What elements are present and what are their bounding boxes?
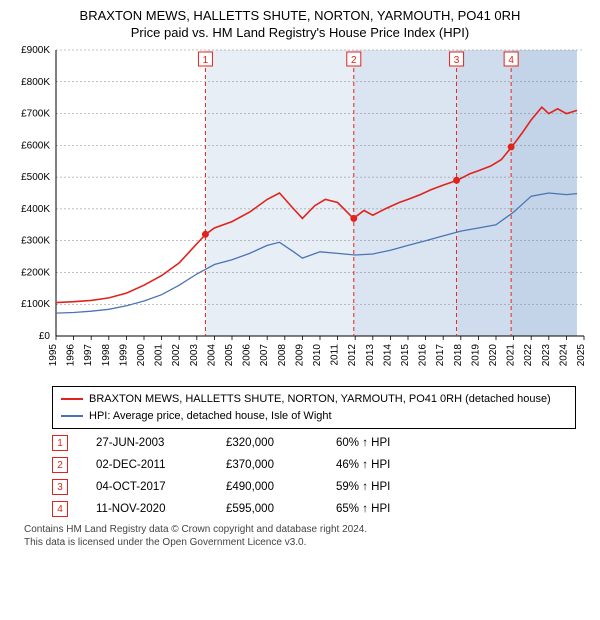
svg-text:4: 4 bbox=[508, 55, 514, 66]
svg-text:2001: 2001 bbox=[154, 344, 165, 367]
svg-text:2000: 2000 bbox=[136, 344, 147, 367]
svg-text:£700K: £700K bbox=[21, 109, 50, 120]
svg-text:1: 1 bbox=[203, 55, 209, 66]
svg-text:2003: 2003 bbox=[189, 344, 200, 367]
transaction-marker: 2 bbox=[52, 457, 68, 473]
transaction-marker: 1 bbox=[52, 435, 68, 451]
footer-line2: This data is licensed under the Open Gov… bbox=[24, 536, 576, 549]
chart-area: £0 £100K £200K £300K £400K £500K £600K £700K £80… bbox=[12, 46, 588, 376]
transaction-marker: 3 bbox=[52, 479, 68, 495]
svg-text:£0: £0 bbox=[39, 331, 51, 342]
transaction-pct: 46% ↑ HPI bbox=[336, 459, 390, 471]
svg-text:1998: 1998 bbox=[101, 344, 112, 367]
svg-text:£200K: £200K bbox=[21, 267, 50, 278]
transaction-row: 4 11-NOV-2020£595,00065% ↑ HPI bbox=[52, 501, 576, 517]
transaction-row: 2 02-DEC-2011£370,00046% ↑ HPI bbox=[52, 457, 576, 473]
svg-text:2011: 2011 bbox=[330, 344, 341, 366]
transaction-date: 27-JUN-2003 bbox=[96, 437, 226, 449]
transaction-row: 3 04-OCT-2017£490,00059% ↑ HPI bbox=[52, 479, 576, 495]
transaction-marker: 4 bbox=[52, 501, 68, 517]
transaction-price: £370,000 bbox=[226, 459, 336, 471]
transaction-row: 1 27-JUN-2003£320,00060% ↑ HPI bbox=[52, 435, 576, 451]
svg-text:2017: 2017 bbox=[435, 344, 446, 367]
svg-text:2008: 2008 bbox=[277, 344, 288, 367]
svg-text:2002: 2002 bbox=[171, 344, 182, 367]
svg-text:2022: 2022 bbox=[523, 344, 534, 367]
svg-text:2006: 2006 bbox=[242, 344, 253, 367]
svg-text:£600K: £600K bbox=[21, 140, 50, 151]
svg-text:1997: 1997 bbox=[83, 344, 94, 367]
svg-text:£500K: £500K bbox=[21, 172, 50, 183]
svg-text:1999: 1999 bbox=[118, 344, 129, 367]
svg-text:£900K: £900K bbox=[21, 46, 50, 56]
footer-attribution: Contains HM Land Registry data © Crown c… bbox=[24, 523, 576, 549]
title-block: BRAXTON MEWS, HALLETTS SHUTE, NORTON, YA… bbox=[12, 8, 588, 40]
legend-row: BRAXTON MEWS, HALLETTS SHUTE, NORTON, YA… bbox=[61, 391, 567, 408]
legend-label: HPI: Average price, detached house, Isle… bbox=[89, 408, 332, 425]
svg-text:£100K: £100K bbox=[21, 299, 50, 310]
legend-swatch bbox=[61, 415, 83, 417]
svg-text:2007: 2007 bbox=[259, 344, 270, 367]
svg-text:2012: 2012 bbox=[347, 344, 358, 367]
chart-container: BRAXTON MEWS, HALLETTS SHUTE, NORTON, YA… bbox=[0, 0, 600, 561]
transactions-table: 1 27-JUN-2003£320,00060% ↑ HPI 2 02-DEC-201… bbox=[52, 435, 576, 517]
chart-svg: £0 £100K £200K £300K £400K £500K £600K £700K £80… bbox=[12, 46, 588, 376]
svg-text:2020: 2020 bbox=[488, 344, 499, 367]
legend-box: BRAXTON MEWS, HALLETTS SHUTE, NORTON, YA… bbox=[52, 386, 576, 429]
legend-row: HPI: Average price, detached house, Isle… bbox=[61, 408, 567, 425]
transaction-date: 02-DEC-2011 bbox=[96, 459, 226, 471]
transaction-pct: 60% ↑ HPI bbox=[336, 437, 390, 449]
svg-text:£300K: £300K bbox=[21, 236, 50, 247]
transaction-pct: 65% ↑ HPI bbox=[336, 503, 390, 515]
svg-text:2009: 2009 bbox=[294, 344, 305, 367]
svg-text:2021: 2021 bbox=[506, 344, 517, 367]
transaction-price: £490,000 bbox=[226, 481, 336, 493]
svg-text:1996: 1996 bbox=[66, 344, 77, 367]
svg-text:£400K: £400K bbox=[21, 204, 50, 215]
title-line2: Price paid vs. HM Land Registry's House … bbox=[12, 25, 588, 40]
transaction-price: £320,000 bbox=[226, 437, 336, 449]
svg-text:2010: 2010 bbox=[312, 344, 323, 367]
svg-text:2015: 2015 bbox=[400, 344, 411, 367]
svg-text:1995: 1995 bbox=[48, 344, 59, 367]
transaction-date: 11-NOV-2020 bbox=[96, 503, 226, 515]
svg-text:2019: 2019 bbox=[470, 344, 481, 367]
svg-text:2013: 2013 bbox=[365, 344, 376, 367]
svg-text:2005: 2005 bbox=[224, 344, 235, 367]
transaction-pct: 59% ↑ HPI bbox=[336, 481, 390, 493]
svg-text:3: 3 bbox=[454, 55, 460, 66]
svg-text:2024: 2024 bbox=[558, 344, 569, 367]
transaction-date: 04-OCT-2017 bbox=[96, 481, 226, 493]
svg-text:£800K: £800K bbox=[21, 77, 50, 88]
transaction-price: £595,000 bbox=[226, 503, 336, 515]
svg-text:2014: 2014 bbox=[382, 344, 393, 367]
svg-text:2025: 2025 bbox=[576, 344, 587, 367]
svg-text:2: 2 bbox=[351, 55, 357, 66]
legend-swatch bbox=[61, 398, 83, 400]
svg-text:2004: 2004 bbox=[206, 344, 217, 367]
title-line1: BRAXTON MEWS, HALLETTS SHUTE, NORTON, YA… bbox=[12, 8, 588, 23]
svg-text:2023: 2023 bbox=[541, 344, 552, 367]
svg-text:2018: 2018 bbox=[453, 344, 464, 367]
footer-line1: Contains HM Land Registry data © Crown c… bbox=[24, 523, 576, 536]
svg-text:2016: 2016 bbox=[418, 344, 429, 367]
legend-label: BRAXTON MEWS, HALLETTS SHUTE, NORTON, YA… bbox=[89, 391, 551, 408]
